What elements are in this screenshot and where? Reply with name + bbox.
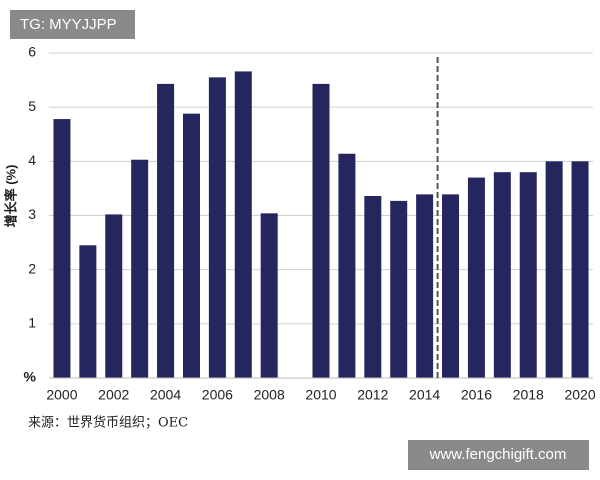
bar (131, 159, 149, 378)
watermark: www.fengchigift.com (429, 446, 567, 463)
y-tick-label: 5 (28, 98, 36, 114)
bar (442, 194, 460, 378)
y-tick-label: 2 (28, 260, 36, 276)
bar (416, 194, 434, 378)
bar (493, 172, 511, 378)
x-tick-label: 2018 (513, 387, 544, 403)
x-tick-label: 2000 (46, 387, 77, 403)
y-tick-label: 6 (28, 44, 36, 60)
x-tick-label: 2020 (564, 387, 595, 403)
source: 来源：世界货币组织；OEC (28, 415, 188, 431)
watermark-box (408, 440, 589, 470)
bar (53, 119, 71, 378)
bar (571, 161, 589, 378)
bar (208, 77, 226, 378)
x-tick-label: 2004 (150, 387, 181, 403)
bar (338, 153, 356, 378)
x-tick-label: 2014 (409, 387, 440, 403)
x-tick-label: 2006 (202, 387, 233, 403)
x-tick-label: 2016 (461, 387, 492, 403)
y-axis-label: 增长率 (%) (3, 165, 18, 228)
bar (519, 172, 537, 378)
bar (234, 71, 252, 379)
bar (364, 196, 382, 378)
bar (182, 113, 200, 379)
y-tick-label: % (24, 369, 37, 385)
bar (260, 213, 278, 378)
bar (157, 83, 175, 378)
x-tick-label: 2010 (305, 387, 336, 403)
bar (79, 245, 97, 378)
watermark-box (10, 10, 135, 39)
x-tick-label: 2012 (357, 387, 388, 403)
bar (312, 83, 330, 378)
bar (467, 177, 485, 378)
y-tick-label: 3 (28, 206, 36, 222)
bar (390, 200, 408, 378)
y-tick-label: 4 (28, 152, 36, 168)
bar (545, 161, 563, 378)
watermark: TG: MYYJJPP (20, 16, 117, 33)
x-tick-label: 2008 (254, 387, 285, 403)
y-tick-label: 1 (28, 315, 36, 331)
bar (105, 214, 123, 378)
x-tick-label: 2002 (98, 387, 129, 403)
